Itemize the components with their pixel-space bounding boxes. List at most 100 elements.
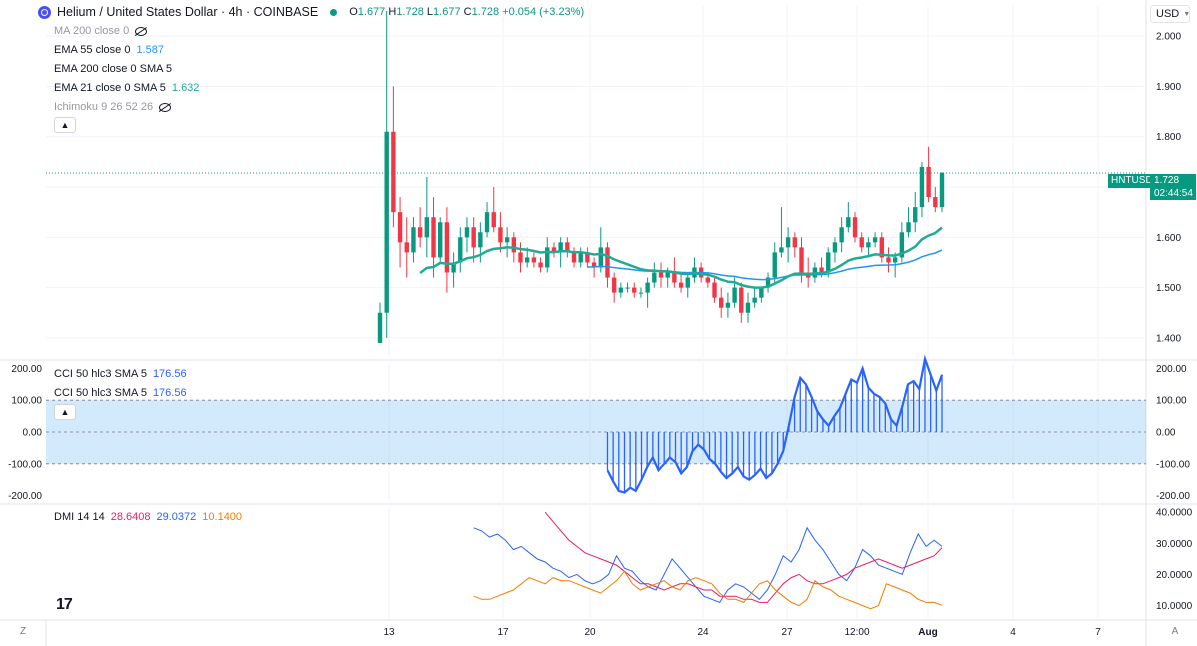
market-status-icon bbox=[330, 9, 338, 16]
candle-body bbox=[913, 207, 918, 223]
candle-body bbox=[551, 247, 557, 253]
indicator-ma200[interactable]: MA 200 close 0 bbox=[54, 22, 199, 41]
y-tick-label: 1.600 bbox=[1156, 233, 1181, 244]
cci-right-tick-label: -100.00 bbox=[1156, 459, 1190, 470]
candle-body bbox=[558, 242, 563, 253]
open-label: O bbox=[349, 6, 358, 18]
cci-value: 176.56 bbox=[152, 368, 187, 380]
candle bbox=[765, 272, 771, 293]
candle-body bbox=[879, 237, 884, 258]
candle-body bbox=[478, 232, 483, 248]
collapse-cci-legend-button[interactable]: ▲ bbox=[54, 404, 76, 420]
cci-left-tick-label: -200.00 bbox=[8, 491, 42, 502]
candle bbox=[605, 242, 610, 288]
candle bbox=[458, 227, 463, 273]
indicator-label: EMA 21 close 0 SMA 5 bbox=[54, 82, 166, 94]
eye-hidden-icon[interactable] bbox=[135, 27, 148, 36]
candle bbox=[658, 262, 664, 288]
candle bbox=[618, 282, 624, 298]
cci-right-tick-label: 200.00 bbox=[1156, 364, 1187, 375]
change-value: +0.054 (+3.23%) bbox=[502, 6, 585, 18]
candle bbox=[598, 227, 603, 273]
cci-right-tick-label: 100.00 bbox=[1156, 396, 1187, 407]
candle-body bbox=[799, 247, 804, 273]
candle-body bbox=[665, 272, 670, 278]
symbol-row[interactable]: Helium / United States Dollar · 4h · COI… bbox=[38, 3, 584, 22]
candle bbox=[745, 292, 751, 323]
candle-body bbox=[839, 227, 844, 243]
candle bbox=[531, 252, 537, 268]
dmi-tick-label: 30.0000 bbox=[1156, 539, 1193, 550]
candle bbox=[585, 247, 590, 268]
candle-body bbox=[725, 302, 731, 308]
tradingview-logo[interactable]: 17 bbox=[56, 596, 73, 613]
symbol-title[interactable]: Helium / United States Dollar · 4h · COI… bbox=[57, 5, 319, 19]
cci-left-tick-label: 100.00 bbox=[11, 396, 42, 407]
candle-body bbox=[451, 262, 456, 273]
candle bbox=[491, 187, 496, 233]
candle-body bbox=[611, 277, 617, 293]
y-tick-label: 2.000 bbox=[1156, 32, 1181, 43]
x-tick-label: Aug bbox=[918, 627, 937, 638]
candle-body bbox=[605, 247, 610, 278]
candle bbox=[625, 282, 630, 293]
candle-body bbox=[404, 242, 409, 253]
dmi-legend-row[interactable]: DMI 14 14 28.6408 29.0372 10.1400 bbox=[54, 508, 242, 527]
candle-body bbox=[471, 227, 476, 248]
indicator-ema55[interactable]: EMA 55 close 0 1.587 bbox=[54, 41, 199, 60]
indicator-ichimoku[interactable]: Ichimoku 9 26 52 26 bbox=[54, 98, 199, 117]
candle-body bbox=[484, 212, 490, 233]
candle-body bbox=[939, 172, 945, 208]
candle-body bbox=[719, 297, 724, 308]
candle-body bbox=[926, 166, 931, 198]
candle bbox=[645, 277, 650, 308]
candle bbox=[444, 207, 450, 293]
x-tick-label: 7 bbox=[1095, 627, 1101, 638]
cci-legend-row-2[interactable]: CCI 50 hlc3 SMA 5 176.56 bbox=[54, 384, 187, 403]
candle-body bbox=[377, 312, 383, 343]
candle-body bbox=[739, 287, 744, 313]
candle-body bbox=[752, 297, 757, 303]
cci-legend: CCI 50 hlc3 SMA 5 176.56 CCI 50 hlc3 SMA… bbox=[54, 365, 187, 403]
open-value: 1.677 bbox=[357, 6, 386, 18]
candle-body bbox=[411, 227, 416, 253]
high-value: 1.728 bbox=[396, 6, 424, 18]
y-tick-label: 1.800 bbox=[1156, 132, 1181, 143]
eye-hidden-icon[interactable] bbox=[159, 103, 172, 112]
dmi-adx-value: 10.1400 bbox=[202, 511, 243, 523]
cci-label: CCI 50 hlc3 SMA 5 bbox=[54, 368, 147, 380]
collapse-legend-button[interactable]: ▲ bbox=[54, 117, 76, 133]
candle bbox=[859, 232, 864, 253]
cci-legend-row-1[interactable]: CCI 50 hlc3 SMA 5 176.56 bbox=[54, 365, 187, 384]
currency-button[interactable]: USD ▼ bbox=[1150, 5, 1190, 23]
main-legend: Helium / United States Dollar · 4h · COI… bbox=[38, 3, 584, 22]
candle-body bbox=[625, 287, 630, 289]
chevron-up-icon: ▲ bbox=[60, 120, 70, 130]
candle-body bbox=[417, 227, 423, 238]
close-value: 1.728 bbox=[471, 6, 500, 18]
candle bbox=[538, 257, 543, 273]
candle-body bbox=[765, 277, 771, 288]
high-label: H bbox=[388, 6, 397, 18]
candle bbox=[846, 202, 851, 233]
candle bbox=[685, 272, 690, 298]
candle-body bbox=[598, 247, 603, 268]
indicator-ema200[interactable]: EMA 200 close 0 SMA 5 bbox=[54, 60, 199, 79]
cci-right-tick-label: -200.00 bbox=[1156, 491, 1190, 502]
low-value: 1.677 bbox=[433, 6, 461, 18]
candle-body bbox=[866, 242, 871, 248]
indicator-label: MA 200 close 0 bbox=[54, 25, 130, 37]
candle-body bbox=[906, 222, 911, 233]
candle bbox=[504, 227, 510, 258]
candle bbox=[652, 262, 657, 288]
candle-body bbox=[852, 217, 858, 238]
candle bbox=[498, 212, 503, 253]
indicator-ema21[interactable]: EMA 21 close 0 SMA 5 1.632 bbox=[54, 79, 199, 98]
candle-body bbox=[585, 252, 590, 263]
candle-body bbox=[819, 267, 824, 273]
candle-body bbox=[785, 237, 791, 248]
timezone-button[interactable]: Z bbox=[19, 625, 27, 637]
candle bbox=[772, 242, 777, 283]
auto-scale-button[interactable]: A bbox=[1171, 625, 1179, 637]
